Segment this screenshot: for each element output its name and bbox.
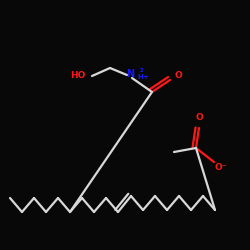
Text: 2: 2	[140, 68, 144, 72]
Text: H: H	[137, 74, 143, 80]
Text: +: +	[142, 74, 148, 80]
Text: O⁻: O⁻	[215, 162, 227, 172]
Text: N: N	[126, 69, 134, 79]
Text: O: O	[174, 70, 182, 80]
Text: HO: HO	[70, 72, 86, 80]
Text: O: O	[195, 114, 203, 122]
